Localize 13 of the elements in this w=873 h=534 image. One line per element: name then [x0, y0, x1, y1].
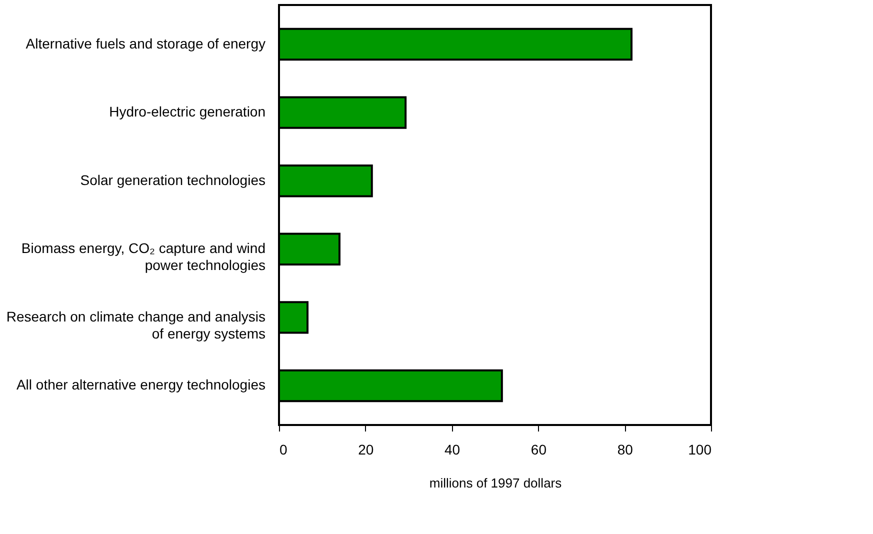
y-tick-label: Biomass energy, CO₂ capture and wind power technologies [21, 240, 266, 274]
y-tick-label: Alternative fuels and storage of energy [26, 35, 266, 52]
x-tick-label: 100 [688, 442, 712, 458]
x-tick-label: 20 [358, 442, 374, 458]
x-tick-label: 0 [280, 442, 288, 458]
y-tick-label: Research on climate change and analysis of energy systems [6, 308, 266, 342]
x-tick-label: 80 [617, 442, 634, 458]
x-tick-label: 40 [444, 442, 460, 458]
x-tick-label: 60 [530, 442, 547, 458]
y-tick-label: Hydro-electric generation [109, 104, 266, 120]
x-axis-title: millions of 1997 dollars [429, 476, 562, 490]
y-tick-label: Solar generation technologies [80, 172, 266, 188]
y-tick-label: All other alternative energy technologies [16, 376, 266, 393]
